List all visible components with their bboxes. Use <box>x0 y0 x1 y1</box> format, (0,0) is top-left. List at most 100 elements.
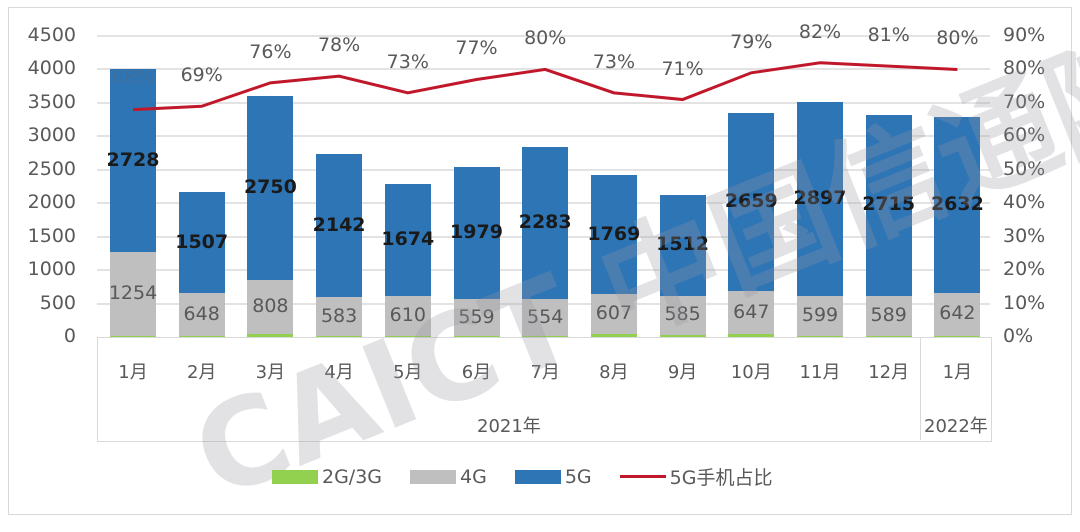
gridline <box>97 101 990 104</box>
bar-2g3g <box>659 334 706 337</box>
y-right-tick: 60% <box>1003 124 1046 147</box>
bar-5g <box>453 166 500 299</box>
y-right-tick: 10% <box>1003 291 1046 314</box>
bar-5g <box>934 116 981 293</box>
bar-2g3g <box>316 336 363 337</box>
bar-2g3g <box>865 335 912 337</box>
data-label-5g-share: 68% <box>111 66 155 88</box>
data-label-5g-share: 80% <box>936 27 979 50</box>
data-label-5g-share: 76% <box>249 40 292 63</box>
legend-label: 5G <box>564 465 592 488</box>
legend: 2G/3G 4G 5G 5G手机占比 <box>272 463 800 490</box>
category-label: 3月 <box>255 362 286 383</box>
bar-2g3g <box>453 336 500 337</box>
y-left-tick: 4500 <box>27 24 76 46</box>
bar-2g3g <box>934 335 981 337</box>
data-label-5g-share: 78% <box>317 34 361 57</box>
data-label-4g: 559 <box>458 305 495 328</box>
bar-5g <box>728 113 775 292</box>
data-label-5g-share: 71% <box>661 57 704 80</box>
data-label-5g-share: 80% <box>524 27 567 50</box>
bar-5g <box>247 96 294 281</box>
legend-swatch-5g <box>514 469 561 484</box>
legend-swatch-2g3g <box>272 469 318 484</box>
bar-2g3g <box>178 336 225 337</box>
data-label-4g: 647 <box>733 300 770 323</box>
bar-2g3g <box>590 334 637 337</box>
category-label: 12月 <box>868 362 910 383</box>
bar-4g <box>110 251 156 336</box>
y-right-tick: 40% <box>1003 191 1046 214</box>
data-label-5g: 2632 <box>930 192 984 215</box>
data-label-5g: 2659 <box>724 190 778 213</box>
category-label: 11月 <box>799 362 841 383</box>
data-label-5g: 2728 <box>106 148 160 171</box>
bar-4g <box>865 296 912 336</box>
bar-4g <box>659 295 706 335</box>
y-left-tick: 0 <box>63 325 76 347</box>
data-label-5g: 2715 <box>862 193 916 216</box>
data-label-5g: 1979 <box>450 220 503 243</box>
y-right-tick: 20% <box>1003 258 1046 281</box>
data-label-5g: 1674 <box>381 227 435 250</box>
y-left-tick: 2500 <box>27 157 76 180</box>
category-label: 6月 <box>461 362 492 383</box>
category-label: 1月 <box>118 362 148 383</box>
y-right-tick: 30% <box>1003 224 1046 247</box>
data-label-5g-share: 69% <box>180 64 223 87</box>
y-left-tick: 3000 <box>27 124 76 147</box>
legend-item-4g: 4G <box>410 466 487 488</box>
gridline <box>97 135 990 138</box>
data-label-4g: 610 <box>389 303 426 326</box>
data-label-4g: 554 <box>527 305 564 328</box>
x-axis-year-divider <box>920 337 921 440</box>
y-left-tick: 4000 <box>27 57 76 80</box>
x-axis-box <box>97 337 992 442</box>
y-right-tick: 80% <box>1003 57 1046 80</box>
data-label-5g: 1769 <box>587 222 641 245</box>
data-label-5g-share: 73% <box>386 50 429 73</box>
bar-5g <box>384 183 431 296</box>
data-label-5g: 1507 <box>175 230 229 253</box>
y-right-tick: 50% <box>1003 157 1046 180</box>
bar-4g <box>590 293 637 335</box>
data-label-5g: 2283 <box>518 210 572 233</box>
bar-5g <box>659 194 706 296</box>
data-label-5g-share: 82% <box>798 20 842 43</box>
gridline <box>97 35 990 37</box>
data-label-5g: 1512 <box>656 233 710 256</box>
legend-label: 5G手机占比 <box>669 467 773 489</box>
data-label-5g: 2750 <box>243 176 297 199</box>
bar-5g <box>797 101 843 296</box>
bar-4g <box>934 292 981 336</box>
bar-5g <box>316 154 363 298</box>
bar-5g <box>110 69 156 252</box>
data-label-5g-share: 79% <box>730 30 773 53</box>
category-label: 2月 <box>186 362 217 383</box>
y-left-tick: 1500 <box>27 224 76 247</box>
category-label: 10月 <box>730 362 772 383</box>
bar-4g <box>247 280 294 335</box>
data-label-4g: 607 <box>595 302 633 325</box>
legend-line-5g-share <box>619 475 666 478</box>
year-label-2022: 2022年 <box>924 416 988 437</box>
data-label-4g: 583 <box>320 304 358 327</box>
category-label: 8月 <box>599 362 629 383</box>
legend-item-5g: 5G <box>514 465 592 488</box>
category-label: 5月 <box>393 362 423 383</box>
data-label-4g: 808 <box>252 295 289 318</box>
bar-2g3g <box>110 335 156 337</box>
data-label-5g: 2142 <box>312 213 366 236</box>
data-label-4g: 599 <box>801 303 839 326</box>
y-left-tick: 1000 <box>27 258 76 281</box>
5g-share-line <box>132 61 958 112</box>
data-label-4g: 1254 <box>108 281 158 304</box>
bar-4g <box>453 298 500 337</box>
data-label-4g: 589 <box>870 303 907 326</box>
bar-2g3g <box>522 336 569 337</box>
category-label: 7月 <box>530 362 560 383</box>
category-label: 9月 <box>667 362 698 383</box>
category-label: 4月 <box>324 362 354 383</box>
bar-2g3g <box>797 335 843 337</box>
bar-2g3g <box>247 334 294 337</box>
